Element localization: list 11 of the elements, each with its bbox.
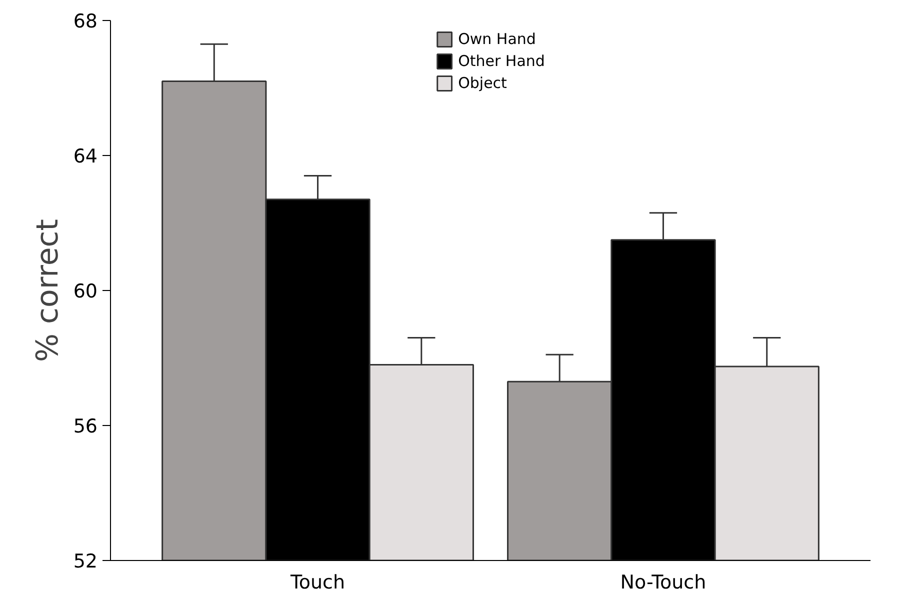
x-tick-label: Touch (290, 572, 346, 594)
y-tick-label: 56 (73, 416, 98, 438)
legend-label: Other Hand (458, 52, 545, 70)
y-tick-label: 68 (73, 10, 98, 32)
x-tick-label: No-Touch (620, 572, 706, 594)
y-axis-title: % correct (30, 218, 66, 362)
legend-label: Object (458, 74, 507, 92)
y-tick-label: 60 (73, 280, 98, 302)
y-tick-label: 64 (73, 146, 98, 168)
legend-label: Own Hand (458, 30, 536, 48)
y-tick-label: 52 (73, 550, 98, 572)
